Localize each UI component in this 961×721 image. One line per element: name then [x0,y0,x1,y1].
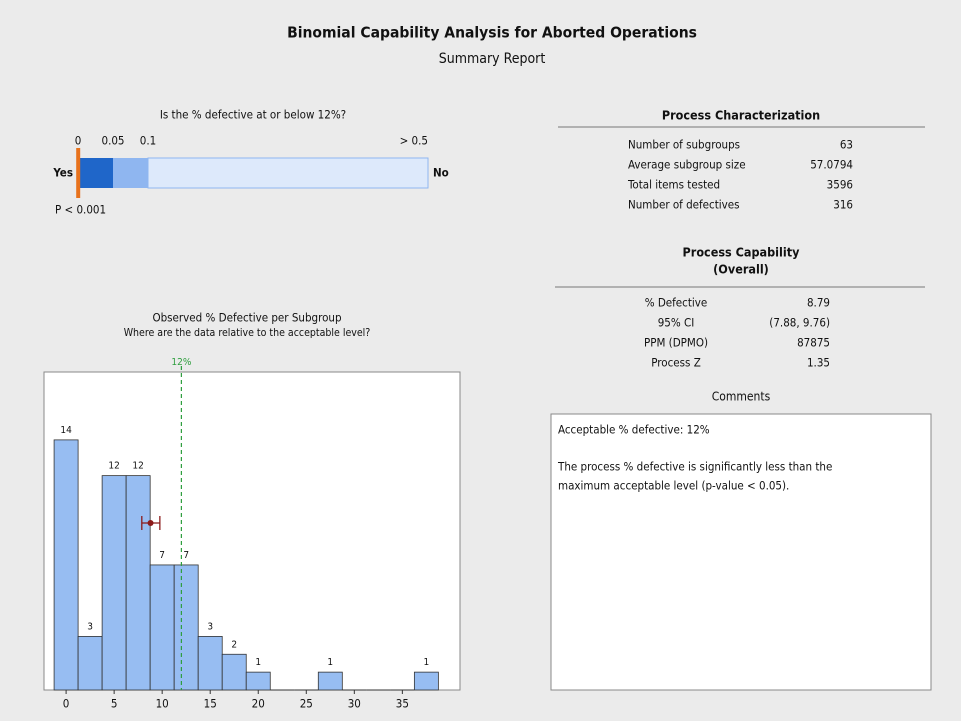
bar-count-label: 1 [424,657,430,668]
reference-label: 12% [171,357,191,368]
row-label: 95% CI [658,316,695,330]
p-value-label: P < 0.001 [55,203,106,217]
gauge-tick-label: 0.1 [140,134,156,148]
bar-count-label: 12 [108,461,119,472]
gauge-tick-label: 0.05 [101,134,124,148]
yes-label: Yes [52,166,73,180]
row-value: 3596 [827,178,853,192]
row-label: Number of subgroups [628,138,740,152]
row-label: Number of defectives [628,198,740,212]
section-title: Comments [712,390,771,404]
report-title: Binomial Capability Analysis for Aborted… [287,24,697,42]
row-label: % Defective [645,296,708,310]
gauge-band [78,158,113,188]
histogram-bar [221,653,247,691]
section-title: Process Characterization [662,108,820,123]
row-value: 63 [840,138,853,152]
histogram-bar [317,671,343,691]
x-tick-label: 10 [156,697,169,711]
row-label: Average subgroup size [628,158,746,172]
bar-count-label: 7 [183,550,189,561]
bar-count-label: 2 [231,639,237,650]
row-value: 8.79 [807,296,830,310]
row-label: Process Z [651,356,701,370]
gauge-title: Is the % defective at or below 12%? [160,108,346,122]
histogram-bar [413,671,439,691]
histogram-bar [197,636,223,691]
x-tick-label: 25 [300,697,313,711]
report-subtitle: Summary Report [439,51,546,67]
mean-point [147,520,154,526]
bar-count-label: 14 [60,425,72,436]
row-label: PPM (DPMO) [644,336,708,350]
x-tick-label: 35 [396,697,409,711]
x-tick-label: 15 [204,697,217,711]
bar-count-label: 7 [159,550,165,561]
comments-box [550,413,932,691]
x-tick-label: 30 [348,697,361,711]
histogram-bar [125,475,151,691]
section-subtitle: (Overall) [713,262,769,277]
p-value-marker [76,148,81,198]
histogram-title: Observed % Defective per Subgroup [152,311,341,325]
bar-count-label: 1 [327,657,333,668]
histogram-subtitle: Where are the data relative to the accep… [124,327,371,339]
histogram-bar [77,636,103,691]
gauge-band [147,157,429,189]
histogram-bar [149,564,175,691]
comment-line: maximum acceptable level (p-value < 0.05… [558,479,789,493]
section-title: Process Capability [683,245,801,260]
no-label: No [433,166,449,180]
comment-line: Acceptable % defective: 12% [558,423,710,437]
bar-count-label: 3 [87,621,93,632]
gauge-tick-label: 0 [75,134,82,148]
bar-count-label: 3 [207,621,213,632]
histogram-bar [245,671,271,691]
x-tick-label: 0 [63,697,70,711]
x-tick-label: 20 [252,697,265,711]
row-value: 87875 [797,336,830,350]
gauge-tick-label: > 0.5 [400,134,428,148]
bar-count-label: 12 [132,461,143,472]
comment-line: The process % defective is significantly… [557,460,832,474]
row-value: 1.35 [807,356,830,370]
row-value: 316 [833,198,853,212]
bar-count-label: 1 [255,657,261,668]
gauge-band [113,158,148,188]
x-tick-label: 5 [111,697,118,711]
histogram-bar [53,439,79,691]
row-label: Total items tested [627,178,720,192]
row-value: 57.0794 [810,158,853,172]
histogram-bar [101,475,127,691]
histogram-bar [173,564,199,691]
row-value: (7.88, 9.76) [769,316,830,330]
